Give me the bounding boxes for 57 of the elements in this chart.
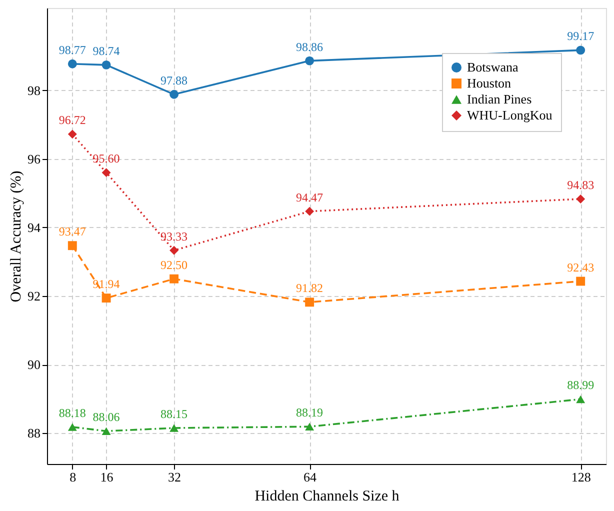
x-tick-label: 8 (70, 470, 76, 484)
y-tick-label: 94 (28, 220, 41, 235)
text: 98.77 (58, 42, 86, 57)
point (305, 206, 314, 216)
y-tick-label: 90 (28, 357, 40, 372)
point (170, 246, 179, 255)
text: 88.15 (160, 407, 188, 421)
text: 92.50 (160, 258, 188, 272)
point (102, 168, 111, 178)
point (305, 422, 314, 430)
legend-label: Indian Pines (467, 92, 532, 106)
text: 99.17 (567, 29, 594, 44)
text: 91.94 (92, 277, 120, 292)
y-tick-label: 88 (28, 426, 40, 441)
point (102, 294, 111, 303)
point (68, 423, 77, 431)
point (576, 395, 586, 404)
text: 88.19 (296, 406, 324, 420)
y-tick-label: 98 (28, 82, 40, 98)
point (576, 276, 586, 286)
text: 98.74 (92, 44, 120, 58)
y-axis-title: Overall Accuracy (%) (8, 170, 24, 302)
point (68, 130, 77, 139)
text: 94.83 (567, 178, 594, 192)
point (68, 241, 77, 250)
point (102, 427, 111, 435)
point (170, 424, 179, 432)
text: 94.47 (296, 190, 324, 204)
text: 88.18 (58, 406, 86, 420)
x-tick-label: 128 (571, 470, 591, 484)
point (576, 194, 586, 204)
text: 93.33 (160, 229, 188, 244)
y-tick-label: 96 (28, 151, 41, 166)
point (68, 59, 77, 68)
point (576, 46, 586, 55)
x-axis-title: Hidden Channels Size h (254, 488, 400, 504)
text: 93.47 (58, 224, 86, 239)
legend-label: WHU-LongKou (467, 108, 553, 122)
x-tick-label: 16 (100, 470, 114, 484)
legend-label: Houston (467, 76, 512, 90)
point (170, 274, 179, 284)
text: 88.99 (567, 378, 594, 392)
text: 98.86 (296, 40, 324, 54)
point (305, 56, 314, 66)
legend-label: Botswana (467, 60, 518, 74)
text: 91.82 (296, 281, 324, 296)
text: 92.43 (567, 260, 594, 274)
text: 88.06 (92, 410, 120, 424)
text: 95.60 (92, 152, 120, 166)
point (102, 60, 111, 70)
text: 96.72 (58, 113, 86, 128)
point (170, 90, 179, 99)
x-tick-label: 32 (168, 470, 182, 484)
x-tick-label: 64 (304, 470, 318, 484)
text: 97.88 (160, 73, 188, 88)
point (305, 298, 314, 307)
y-tick-label: 92 (28, 288, 40, 304)
